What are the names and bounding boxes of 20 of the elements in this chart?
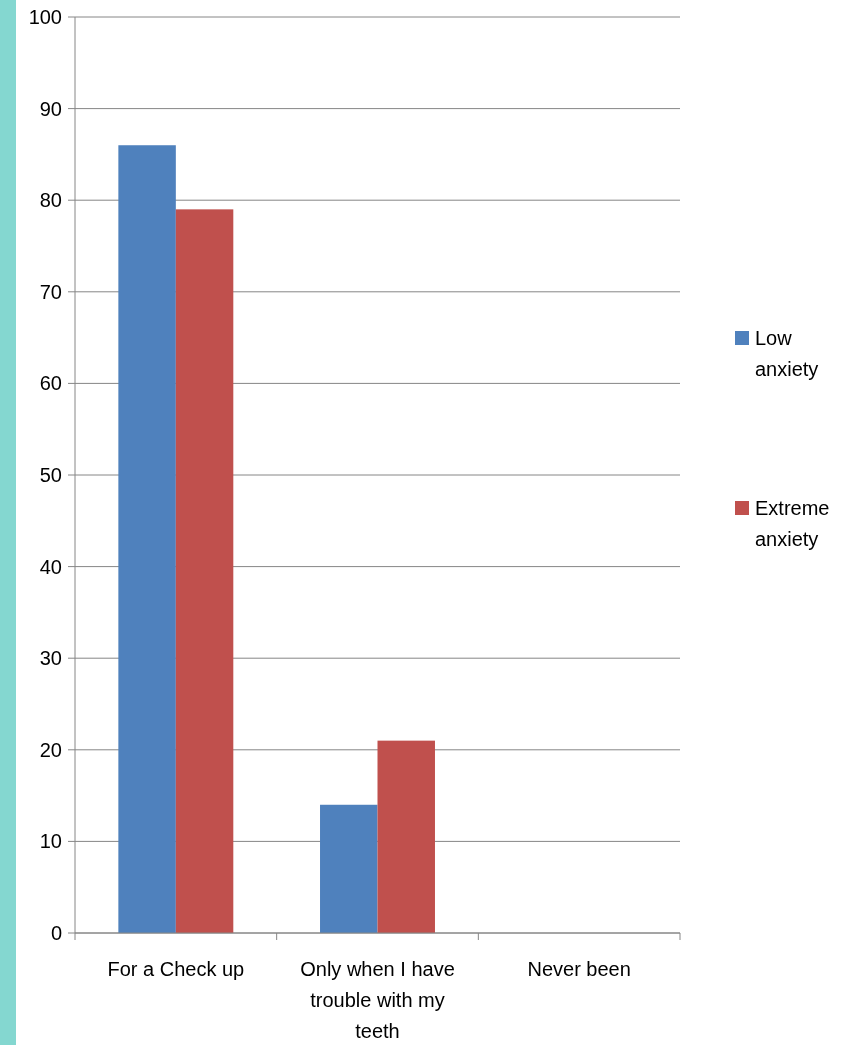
legend-label: Extreme anxiety (755, 497, 830, 550)
x-tick-label: For a Check up (107, 958, 245, 980)
y-tick-label: 80 (39, 189, 62, 212)
y-tick-label: 70 (39, 280, 62, 303)
y-tick-label: 90 (39, 97, 62, 120)
x-tick-label: Only when I have trouble with my teeth (300, 958, 455, 1042)
x-tick-label: Never been (527, 958, 631, 980)
bar (320, 804, 378, 933)
y-tick-label: 0 (50, 922, 62, 944)
y-tick-label: 20 (39, 738, 62, 761)
y-tick-label: 100 (28, 6, 62, 28)
y-tick-label: 10 (39, 830, 62, 853)
y-tick-label: 30 (39, 647, 62, 670)
bar (175, 209, 234, 933)
bar (118, 145, 176, 933)
y-tick-label: 50 (39, 464, 62, 486)
legend-label: Low anxiety (755, 327, 819, 380)
y-tick-label: 40 (39, 555, 62, 578)
bar (377, 740, 435, 933)
y-tick-label: 60 (39, 372, 62, 395)
